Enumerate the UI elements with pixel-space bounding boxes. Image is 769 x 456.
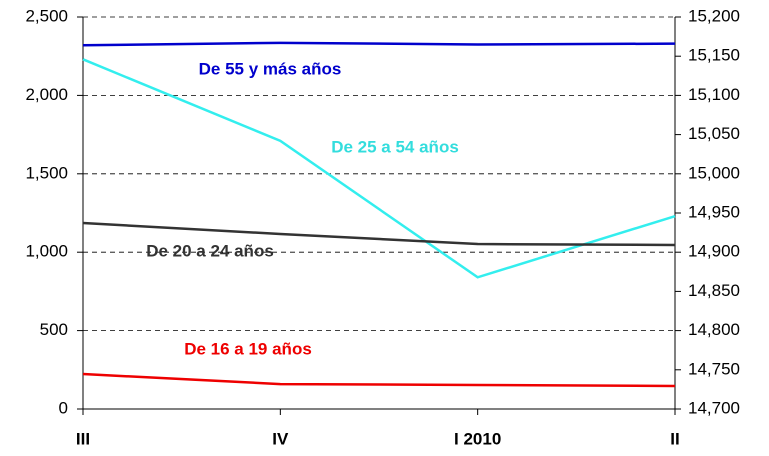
- y-tick-label: 500: [40, 320, 68, 339]
- series-label: De 16 a 19 años: [184, 339, 312, 358]
- series-label: De 55 y más años: [199, 59, 342, 78]
- y2-tick-label: 14,800: [688, 320, 740, 339]
- x-tick-label: III: [76, 429, 90, 448]
- x-tick-label: IV: [272, 429, 289, 448]
- y-tick-label: 1,000: [25, 242, 68, 261]
- y-tick-label: 2,000: [25, 85, 68, 104]
- y2-tick-label: 14,850: [688, 281, 740, 300]
- y2-tick-label: 15,050: [688, 124, 740, 143]
- series-label: De 25 a 54 años: [331, 137, 459, 156]
- y2-tick-label: 15,150: [688, 46, 740, 65]
- series-line: [82, 41, 676, 47]
- y2-tick-label: 15,200: [688, 6, 740, 25]
- y-tick-label: 0: [59, 398, 68, 417]
- y2-tick-label: 14,900: [688, 242, 740, 261]
- y-tick-label: 2,500: [25, 6, 68, 25]
- x-tick-label: I 2010: [454, 429, 501, 448]
- y2-tick-label: 14,950: [688, 202, 740, 221]
- x-tick-label: II: [670, 429, 679, 448]
- y2-tick-label: 14,750: [688, 359, 740, 378]
- series-line: [82, 58, 676, 279]
- series-line: [82, 372, 676, 388]
- y-tick-label: 1,500: [25, 163, 68, 182]
- y2-tick-label: 14,700: [688, 398, 740, 417]
- y2-tick-label: 15,100: [688, 85, 740, 104]
- series-line: [82, 221, 676, 247]
- y2-tick-label: 15,000: [688, 163, 740, 182]
- series-label: De 20 a 24 años: [146, 241, 274, 260]
